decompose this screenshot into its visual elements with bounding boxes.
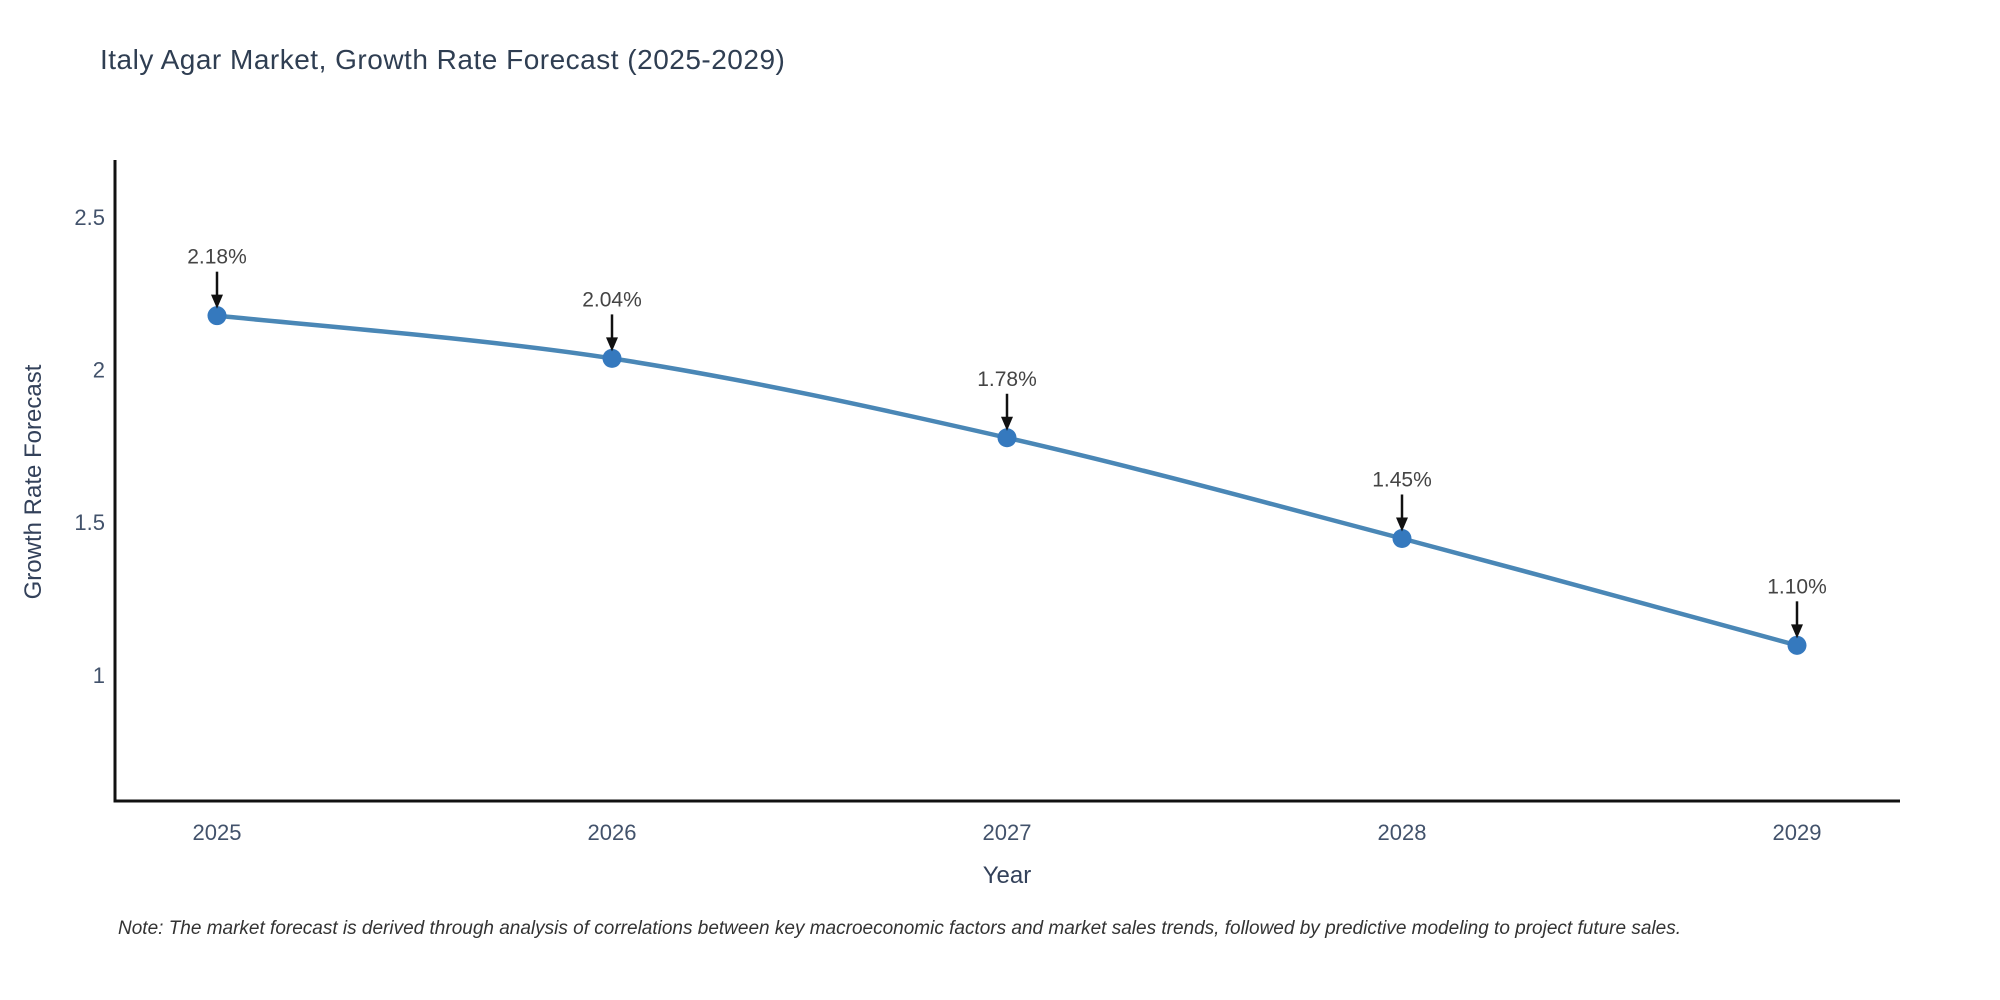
x-tick-label: 2026 bbox=[588, 820, 637, 845]
data-point-marker[interactable] bbox=[997, 428, 1017, 448]
annotation-arrowhead bbox=[1001, 416, 1013, 431]
annotation-label: 2.04% bbox=[582, 288, 642, 311]
x-tick-label: 2028 bbox=[1378, 820, 1427, 845]
data-point-marker[interactable] bbox=[1787, 635, 1807, 655]
x-tick-label: 2029 bbox=[1773, 820, 1822, 845]
x-tick-label: 2027 bbox=[983, 820, 1032, 845]
y-tick-label: 1.5 bbox=[74, 510, 105, 535]
y-tick-label: 2.5 bbox=[74, 205, 105, 230]
x-tick-label: 2025 bbox=[193, 820, 242, 845]
annotation-arrowhead bbox=[211, 294, 223, 309]
data-point-marker[interactable] bbox=[602, 348, 622, 368]
y-tick-label: 1 bbox=[93, 663, 105, 688]
data-point-marker[interactable] bbox=[1392, 528, 1412, 548]
footnote: Note: The market forecast is derived thr… bbox=[118, 918, 1681, 939]
annotation-arrowhead bbox=[1396, 517, 1408, 532]
data-point-marker[interactable] bbox=[207, 306, 227, 326]
y-tick-label: 2 bbox=[93, 358, 105, 383]
annotation-arrowhead bbox=[606, 337, 618, 352]
x-axis-title: Year bbox=[982, 862, 1032, 889]
series-line bbox=[216, 313, 1798, 648]
annotation-label: 2.18% bbox=[187, 246, 247, 269]
annotation-label: 1.10% bbox=[1767, 575, 1827, 598]
chart-title: Italy Agar Market, Growth Rate Forecast … bbox=[100, 44, 786, 75]
annotation-label: 1.78% bbox=[977, 368, 1037, 391]
annotation-arrowhead bbox=[1791, 624, 1803, 639]
annotation-label: 1.45% bbox=[1372, 468, 1432, 491]
